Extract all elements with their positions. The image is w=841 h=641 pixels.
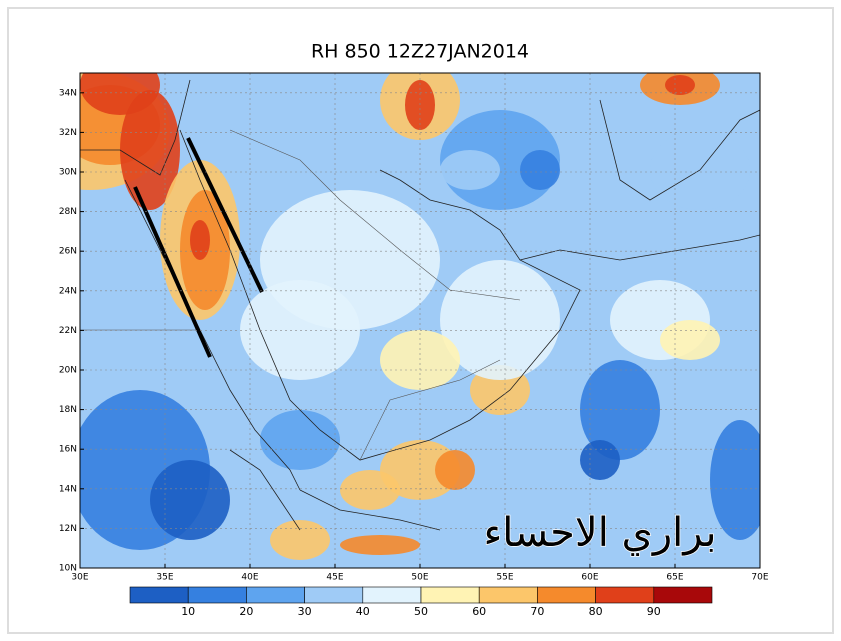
colorbar-swatch <box>478 586 538 604</box>
colorbar-label: 30 <box>298 605 312 618</box>
lat-label: 30N <box>59 168 77 178</box>
field-patch <box>580 440 620 480</box>
lat-label: 12N <box>59 524 77 534</box>
colorbar-swatch <box>187 586 247 604</box>
colorbar-swatch <box>129 586 189 604</box>
colorbar-label: 50 <box>414 605 428 618</box>
lon-label: 70E <box>751 573 768 583</box>
map-title: RH 850 12Z27JAN2014 <box>311 41 529 63</box>
field-patch <box>710 420 760 540</box>
axes: 34N32N30N28N26N24N22N20N18N16N14N12N10N3… <box>59 88 769 582</box>
field-patch <box>240 280 360 380</box>
lon-label: 35E <box>156 573 173 583</box>
lon-label: 45E <box>326 573 343 583</box>
colorbar-swatch <box>420 586 480 604</box>
lon-label: 55E <box>496 573 513 583</box>
colorbar-label: 10 <box>181 605 195 618</box>
colorbar: 10 20 30 40 50 60 70 80 90 <box>129 586 713 618</box>
lat-label: 16N <box>59 445 77 455</box>
colorbar-swatch <box>537 586 596 604</box>
lat-label: 32N <box>59 128 77 138</box>
field-patch <box>260 410 340 470</box>
field-patch <box>520 150 560 190</box>
rh-field <box>80 73 760 560</box>
field-patch <box>80 73 160 115</box>
field-patch <box>150 460 230 540</box>
lon-label: 65E <box>666 573 683 583</box>
lat-label: 14N <box>59 484 77 494</box>
watermark: براري الاحساء <box>484 510 717 556</box>
colorbar-label: 90 <box>647 605 661 618</box>
lat-label: 18N <box>59 405 77 415</box>
lat-label: 26N <box>59 247 77 257</box>
colorbar-swatch <box>653 586 713 604</box>
field-patch <box>580 360 660 460</box>
lat-label: 28N <box>59 207 77 217</box>
colorbar-label: 40 <box>356 605 370 618</box>
field-patch <box>665 75 695 95</box>
colorbar-label: 80 <box>589 605 603 618</box>
colorbar-label: 20 <box>239 605 253 618</box>
colorbar-swatch <box>304 586 364 604</box>
field-patch <box>660 320 720 360</box>
colorbar-label: 70 <box>530 605 544 618</box>
colorbar-swatch <box>246 586 305 604</box>
lat-label: 20N <box>59 366 77 376</box>
lat-label: 24N <box>59 286 77 296</box>
field-patch <box>440 260 560 380</box>
field-patch <box>270 520 330 560</box>
lon-label: 40E <box>241 573 258 583</box>
field-patch <box>340 535 420 555</box>
field-patch <box>340 470 400 510</box>
colorbar-swatch <box>595 586 655 604</box>
field-patch <box>190 220 210 260</box>
annotation-lines <box>133 137 264 358</box>
colorbar-label: 60 <box>472 605 486 618</box>
lon-label: 30E <box>71 573 88 583</box>
lat-label: 10N <box>59 564 77 574</box>
lon-label: 60E <box>581 573 598 583</box>
lat-label: 22N <box>59 326 77 336</box>
grid <box>80 73 760 568</box>
field-patch <box>440 150 500 190</box>
lat-label: 34N <box>59 88 77 98</box>
map-area <box>80 73 760 568</box>
lon-label: 50E <box>411 573 428 583</box>
field-patch <box>435 450 475 490</box>
colorbar-swatch <box>362 586 422 604</box>
